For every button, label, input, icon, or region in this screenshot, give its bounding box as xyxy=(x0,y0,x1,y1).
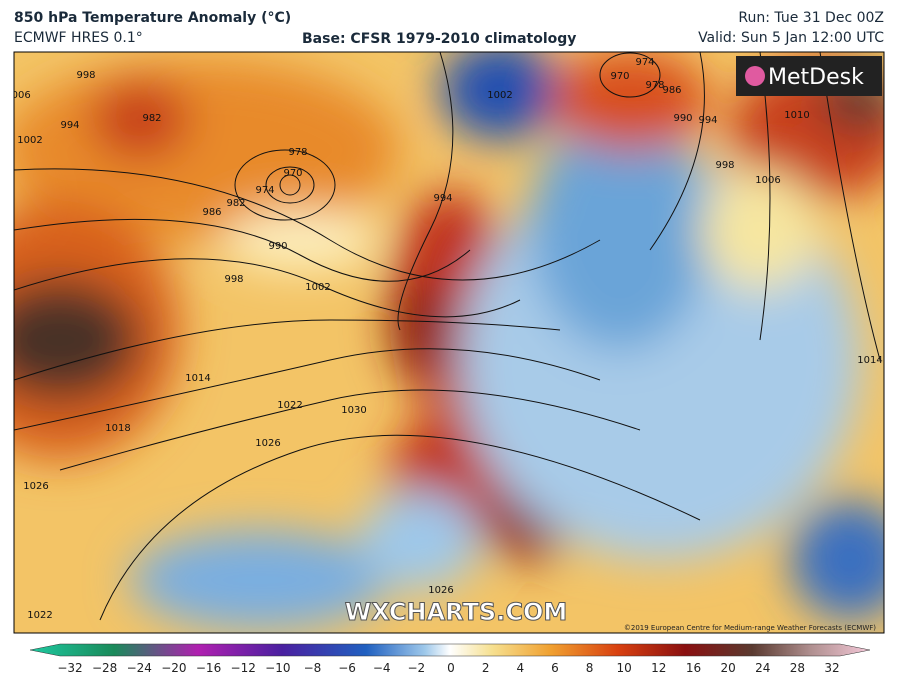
run: Run: Tue 31 Dec 00Z xyxy=(738,10,884,26)
isobar-label: 1002 xyxy=(487,90,512,101)
isobar-label: 1014 xyxy=(857,355,882,366)
isobar-label: 1026 xyxy=(428,585,453,596)
isobar-label: 998 xyxy=(76,70,95,81)
colorbar-label: −20 xyxy=(161,661,186,675)
isobar-label: 982 xyxy=(142,113,161,124)
colorbar-label: −12 xyxy=(231,661,256,675)
isobar-label: 974 xyxy=(635,57,654,68)
isobar-label: 990 xyxy=(268,241,287,252)
watermark: WXCHARTS.COM xyxy=(345,598,567,626)
colorbar-label: 16 xyxy=(686,661,701,675)
colorbar-label: −8 xyxy=(304,661,322,675)
isobar-label: 986 xyxy=(662,85,681,96)
isobar-label: 1006 xyxy=(755,175,780,186)
logo: MetDesk xyxy=(768,65,864,90)
colorbar xyxy=(29,643,871,657)
isobar-label: 994 xyxy=(60,120,79,131)
isobar-label: 978 xyxy=(288,147,307,158)
isobar-label: 1018 xyxy=(105,423,130,434)
colorbar-label: 12 xyxy=(651,661,666,675)
isobar-label: 970 xyxy=(283,168,302,179)
colorbar-label: 32 xyxy=(824,661,839,675)
isobar-label: 1002 xyxy=(305,282,330,293)
colorbar-label: 28 xyxy=(790,661,805,675)
colorbar-label: −32 xyxy=(57,661,82,675)
colorbar-label: 8 xyxy=(586,661,594,675)
valid: Valid: Sun 5 Jan 12:00 UTC xyxy=(698,30,884,46)
logo-icon xyxy=(745,66,765,86)
colorbar-label: −16 xyxy=(196,661,221,675)
colorbar-label: −24 xyxy=(127,661,152,675)
isobar-label: 994 xyxy=(698,115,717,126)
base: Base: CFSR 1979-2010 climatology xyxy=(302,31,576,47)
isobar-label: 974 xyxy=(255,185,274,196)
colorbar-label: −6 xyxy=(338,661,356,675)
colorbar-label: 0 xyxy=(447,661,455,675)
isobar-label: 1014 xyxy=(185,373,210,384)
isobar-label: 982 xyxy=(226,198,245,209)
colorbar-label: −28 xyxy=(92,661,117,675)
map: WXCHARTS.COM ©2019 European Centre for M… xyxy=(5,52,884,633)
isobar-label: 998 xyxy=(715,160,734,171)
isobar-label: 986 xyxy=(202,207,221,218)
isobar-label: 1026 xyxy=(255,438,280,449)
colorbar-label: −4 xyxy=(373,661,391,675)
map-frame xyxy=(13,51,885,634)
copyright: ©2019 European Centre for Medium-range W… xyxy=(624,624,876,632)
isobar-label: 1026 xyxy=(23,481,48,492)
colorbar-label: 4 xyxy=(516,661,524,675)
isobar-label: 1002 xyxy=(17,135,42,146)
isobar-label: 1010 xyxy=(784,110,809,121)
isobar-label: 990 xyxy=(673,113,692,124)
isobar-label: 978 xyxy=(645,80,664,91)
isobar-label: 994 xyxy=(433,193,452,204)
colorbar-label: 6 xyxy=(551,661,559,675)
isobar-label: 998 xyxy=(224,274,243,285)
isobar-label: 1006 xyxy=(5,90,30,101)
colorbar-label: 24 xyxy=(755,661,770,675)
title: 850 hPa Temperature Anomaly (°C) xyxy=(14,10,291,26)
isobar-label: 1030 xyxy=(341,405,366,416)
colorbar-label: 2 xyxy=(482,661,490,675)
isobar-label: 1022 xyxy=(277,400,302,411)
colorbar-label: 10 xyxy=(617,661,632,675)
colorbar-label: 20 xyxy=(720,661,735,675)
model: ECMWF HRES 0.1° xyxy=(14,30,143,46)
isobar-label: 1022 xyxy=(27,610,52,621)
colorbar-label: −10 xyxy=(265,661,290,675)
isobar-label: 970 xyxy=(610,71,629,82)
colorbar-label: −2 xyxy=(408,661,426,675)
